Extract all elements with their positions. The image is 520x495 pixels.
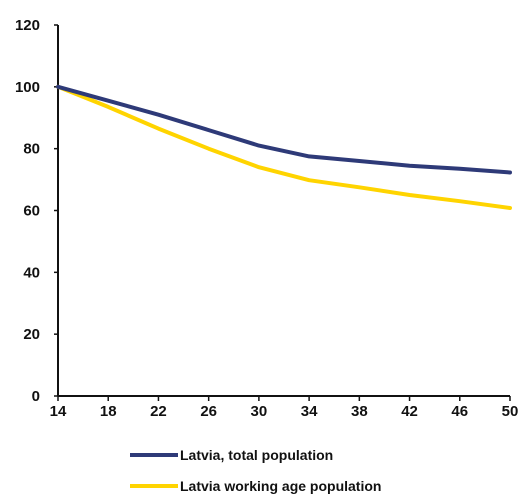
y-tick-label: 0: [32, 388, 40, 405]
x-axis-ticks: 14 18 22 26 30 34 38 42 46 50: [50, 396, 519, 420]
y-tick-label: 20: [23, 326, 40, 343]
x-tick-label: 34: [301, 403, 318, 420]
x-tick-label: 30: [251, 403, 268, 420]
y-tick-label: 120: [15, 17, 40, 34]
y-axis-ticks: 0 20 40 60 80 100 120: [15, 17, 58, 405]
legend-label-working-age-population: Latvia working age population: [180, 478, 381, 494]
legend: Latvia, total population Latvia working …: [130, 447, 381, 494]
x-tick-label: 22: [150, 403, 167, 420]
y-tick-label: 100: [15, 79, 40, 96]
x-tick-label: 38: [351, 403, 368, 420]
legend-label-total-population: Latvia, total population: [180, 447, 333, 463]
x-tick-label: 50: [502, 403, 519, 420]
chart-axes: [57, 25, 510, 397]
y-tick-label: 40: [23, 264, 40, 281]
series-line-working-age-population: [56, 84, 512, 210]
x-tick-label: 42: [401, 403, 418, 420]
x-tick-label: 46: [451, 403, 468, 420]
y-tick-label: 60: [23, 203, 40, 220]
series-lines: [56, 84, 512, 210]
series-line-total-population: [56, 84, 512, 175]
x-tick-label: 26: [200, 403, 217, 420]
x-tick-label: 18: [100, 403, 117, 420]
y-tick-label: 80: [23, 141, 40, 158]
x-tick-label: 14: [50, 403, 67, 420]
